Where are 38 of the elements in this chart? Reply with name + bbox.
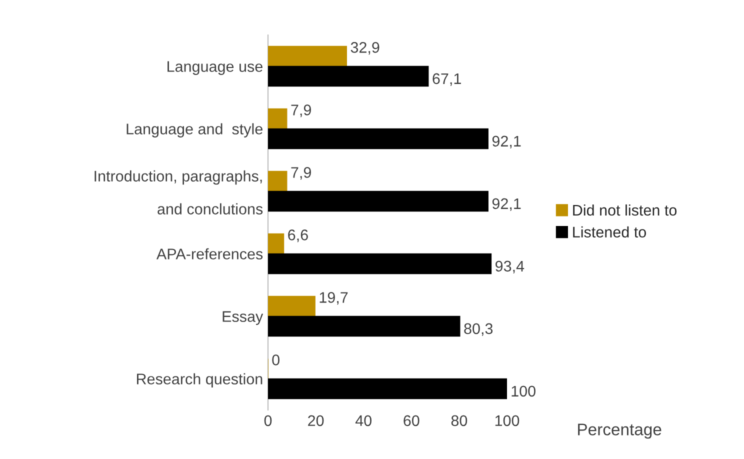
legend-label: Listened to (573, 226, 646, 238)
y-tick-label: Essay (222, 311, 264, 325)
y-tick-label: APA-references (156, 248, 263, 260)
x-axis-title: Percentage (578, 424, 662, 439)
legend-label: Did not listen to (573, 204, 677, 216)
y-tick-label: Language use (168, 61, 262, 75)
data-label: 7,9 (291, 104, 311, 118)
bar (268, 190, 488, 212)
x-tick-label: 80 (451, 415, 468, 426)
bar (268, 296, 316, 317)
x-tick-label: 0 (264, 415, 272, 426)
y-tick-label: Research question (137, 373, 262, 388)
category-label: Introduction, paragraphs, and conclutions (94, 170, 263, 214)
x-tick-label: 40 (355, 415, 372, 426)
data-label: 100 (512, 386, 536, 397)
bar (268, 378, 507, 400)
data-label: 7,9 (291, 167, 311, 180)
bar (268, 170, 288, 192)
x-tick-label: 20 (308, 415, 324, 426)
bar (268, 108, 288, 130)
bar (268, 46, 347, 67)
data-label: 32,9 (350, 42, 380, 55)
data-label: 0 (272, 354, 280, 366)
data-label: 6,6 (288, 230, 308, 242)
bar (268, 253, 492, 274)
data-label: 80,3 (464, 323, 493, 336)
data-label: 19,7 (320, 292, 348, 305)
data-label: 67,1 (432, 73, 461, 86)
data-label: 92,1 (492, 198, 521, 211)
bar (268, 233, 284, 254)
bar (268, 128, 488, 150)
bar (268, 316, 460, 337)
x-tick-label: 100 (495, 415, 520, 426)
bar (268, 66, 429, 87)
x-tick-label: 60 (404, 415, 420, 426)
data-label: 93,4 (496, 260, 524, 274)
data-label: 92,1 (492, 136, 521, 148)
y-tick-label: Language and style (126, 123, 262, 138)
